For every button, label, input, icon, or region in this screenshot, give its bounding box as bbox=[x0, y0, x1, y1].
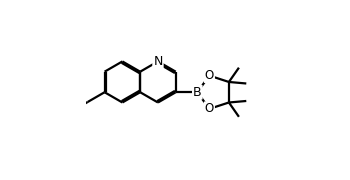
Text: B: B bbox=[193, 86, 202, 99]
Text: O: O bbox=[205, 102, 214, 115]
Text: N: N bbox=[153, 55, 163, 68]
Text: O: O bbox=[205, 69, 214, 82]
